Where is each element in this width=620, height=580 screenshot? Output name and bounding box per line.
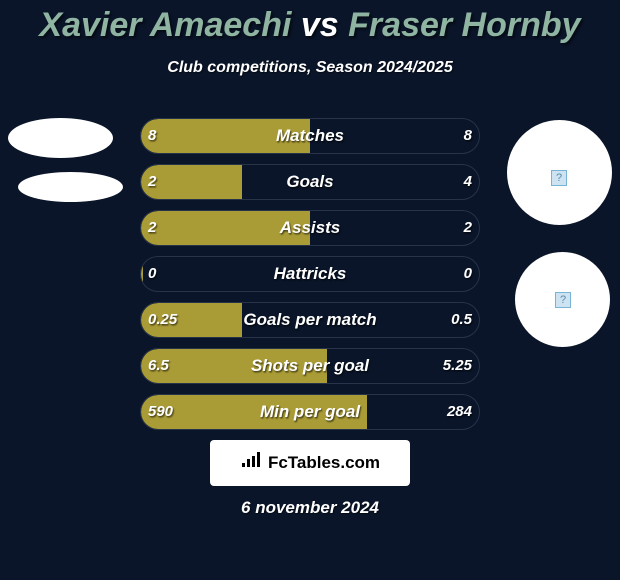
stat-value-player1: 6.5 xyxy=(148,348,169,384)
stat-label: Goals xyxy=(140,164,480,200)
stat-label: Assists xyxy=(140,210,480,246)
subtitle: Club competitions, Season 2024/2025 xyxy=(0,59,620,77)
stat-value-player2: 8 xyxy=(464,118,472,154)
comparison-title: Xavier Amaechi vs Fraser Hornby xyxy=(0,0,620,45)
stat-value-player1: 2 xyxy=(148,164,156,200)
stat-label: Shots per goal xyxy=(140,348,480,384)
stat-row: Assists2 2 xyxy=(0,210,620,246)
stat-row: Goals per match0.25 0.5 xyxy=(0,302,620,338)
stat-label: Hattricks xyxy=(140,256,480,292)
stat-row: Hattricks0 0 xyxy=(0,256,620,292)
site-name: FcTables.com xyxy=(268,453,380,473)
stat-value-player1: 2 xyxy=(148,210,156,246)
stat-value-player1: 0.25 xyxy=(148,302,177,338)
player2-name: Fraser Hornby xyxy=(348,6,580,44)
player1-name: Xavier Amaechi xyxy=(39,6,291,44)
site-badge: FcTables.com xyxy=(210,440,410,486)
stat-row: Goals2 4 xyxy=(0,164,620,200)
stat-label: Goals per match xyxy=(140,302,480,338)
stat-value-player1: 0 xyxy=(148,256,156,292)
footer-date: 6 november 2024 xyxy=(0,498,620,518)
chart-icon xyxy=(240,451,262,475)
stat-row: Min per goal590 284 xyxy=(0,394,620,430)
stat-value-player2: 0.5 xyxy=(451,302,472,338)
stat-value-player1: 8 xyxy=(148,118,156,154)
stat-row: Shots per goal6.5 5.25 xyxy=(0,348,620,384)
stat-value-player2: 5.25 xyxy=(443,348,472,384)
stat-value-player2: 2 xyxy=(464,210,472,246)
stat-value-player2: 4 xyxy=(464,164,472,200)
stat-value-player1: 590 xyxy=(148,394,173,430)
stat-value-player2: 0 xyxy=(464,256,472,292)
stat-row: Matches8 8 xyxy=(0,118,620,154)
stat-label: Min per goal xyxy=(140,394,480,430)
vs-word: vs xyxy=(301,6,339,44)
stat-label: Matches xyxy=(140,118,480,154)
stat-value-player2: 284 xyxy=(447,394,472,430)
comparison-chart: Matches88Goals24Assists22Hattricks00Goal… xyxy=(0,118,620,440)
